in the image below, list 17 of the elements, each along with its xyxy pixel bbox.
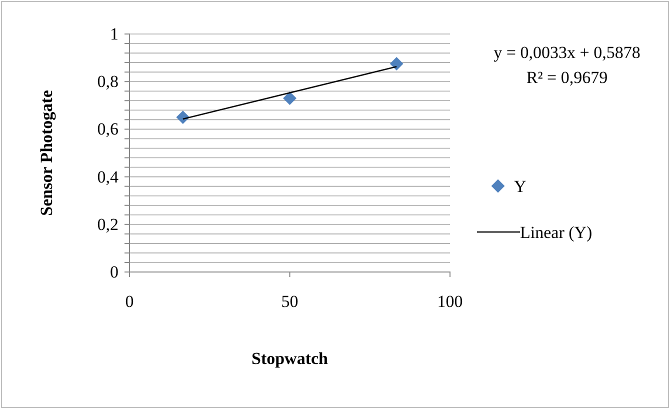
y-axis-title: Sensor Photogate (37, 90, 56, 216)
y-tick-label: 0,6 (97, 120, 118, 139)
legend-label: Y (514, 177, 526, 196)
y-tick-label: 0 (110, 262, 118, 282)
x-tick-label: 0 (125, 292, 134, 312)
text: y = 0,0033x + 0,5878 (494, 43, 640, 62)
point (390, 57, 404, 70)
y-tick-label: 1 (110, 24, 118, 44)
x-tick-label: 50 (281, 292, 298, 312)
text: R² = 0,9679 (526, 68, 608, 87)
point (283, 92, 296, 105)
y-tick-label: 0,2 (97, 214, 118, 234)
x-tick-label: 100 (437, 292, 463, 312)
x-axis-title: Stopwatch (251, 349, 329, 368)
y-tick-label: 0,8 (97, 72, 118, 92)
legend-label: Linear (Y) (520, 223, 592, 242)
y-tick-label: 0,4 (97, 167, 119, 186)
